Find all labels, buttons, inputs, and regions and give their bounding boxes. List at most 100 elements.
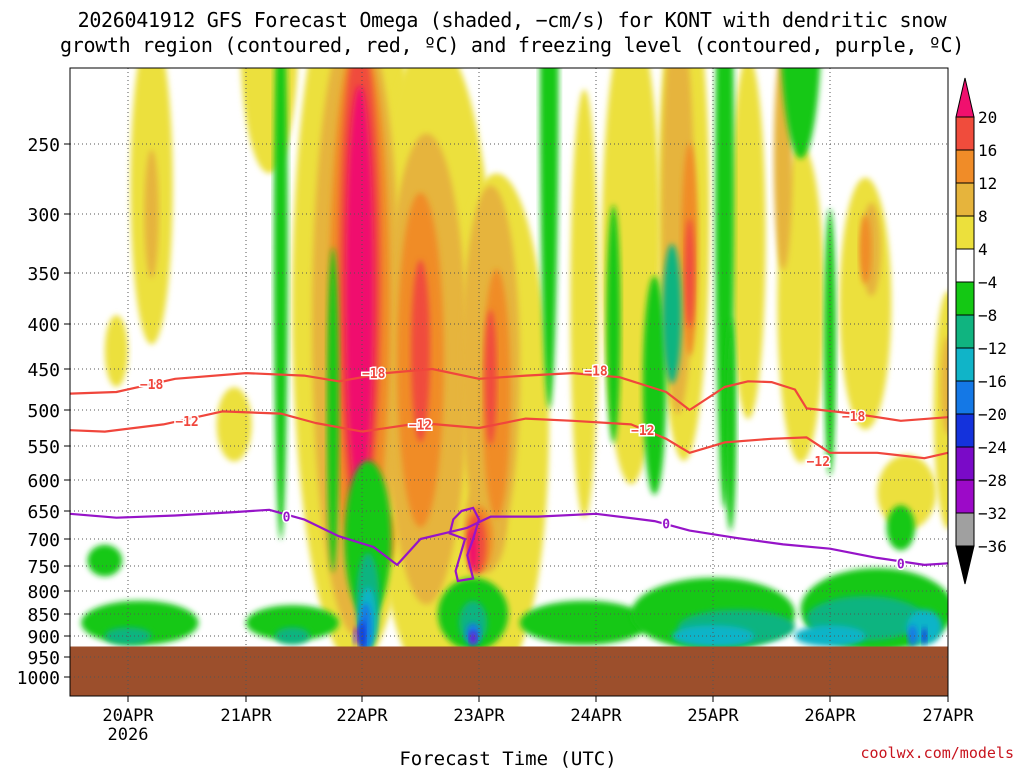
omega-shade-76 (351, 631, 356, 645)
y-tick-label-600: 600 (27, 471, 60, 492)
contour-zero-loop (448, 506, 481, 583)
x-tick-label-26: 26APR (804, 706, 856, 726)
omega-shade-54 (75, 0, 89, 53)
contour-label-minus-12-2: −12 (631, 424, 654, 439)
chart-title-line2: growth region (contoured, red, ºC) and f… (59, 33, 965, 57)
omega-shade-48 (246, 605, 339, 641)
colorbar-swatch-5 (955, 248, 975, 283)
x-tick-label-22: 22APR (336, 706, 388, 726)
colorbar-swatch-7 (955, 314, 975, 349)
colorbar-label-1: 16 (978, 141, 997, 160)
omega-shade-56 (724, 317, 737, 531)
x-tick-sublabel-20: 2026 (108, 725, 149, 745)
plot-frame (69, 67, 949, 697)
y-tick-label-550: 550 (27, 437, 60, 458)
contour-minus-12 (70, 410, 948, 460)
omega-shade-21 (144, 149, 159, 279)
y-tick-label-350: 350 (27, 264, 60, 285)
omega-shade-8 (730, 68, 766, 420)
contour-minus-18 (70, 367, 948, 422)
omega-shade-46 (139, 0, 153, 22)
x-tick-label-20: 20APR (102, 706, 154, 726)
contour-label-minus-18-0: −18 (140, 378, 164, 393)
omega-shade-13 (570, 89, 599, 518)
colorbar-label-11: −28 (978, 471, 1007, 490)
colorbar-bottom-arrow (955, 545, 975, 585)
y-tick-label-500: 500 (27, 401, 60, 422)
omega-shade-58 (662, 243, 682, 384)
y-tick-label-800: 800 (27, 582, 60, 603)
colorbar-label-13: −36 (978, 537, 1007, 556)
y-tick-label-650: 650 (27, 502, 60, 523)
colorbar-label-12: −32 (978, 504, 1007, 523)
omega-shade-45 (886, 505, 915, 551)
omega-shade-4 (104, 315, 128, 387)
omega-shade-38 (273, 68, 288, 540)
x-tick-label-27: 27APR (922, 706, 974, 726)
colorbar-swatch-10 (955, 413, 975, 448)
contour-zero-freezing (70, 508, 948, 566)
omega-shade-43 (781, 68, 821, 159)
omega-shade-32 (411, 259, 430, 443)
colorbar-label-10: −24 (978, 438, 1007, 457)
credit-text: coolwx.com/models (860, 744, 1014, 762)
colorbar-swatch-13 (955, 512, 975, 547)
omega-shade-36 (345, 85, 374, 501)
contour-label-minus-18-2: −18 (584, 365, 608, 380)
x-tick-label-25: 25APR (687, 706, 739, 726)
y-tick-label-850: 850 (27, 605, 60, 626)
omega-shade-57 (87, 544, 123, 577)
colorbar-label-4: 4 (978, 240, 988, 259)
colorbar-label-7: −12 (978, 339, 1007, 358)
y-tick-label-400: 400 (27, 315, 60, 336)
y-tick-label-250: 250 (27, 135, 60, 156)
colorbar-label-6: −8 (978, 306, 997, 325)
colorbar-label-9: −20 (978, 405, 1007, 424)
x-axis-label: Forecast Time (UTC) (399, 748, 616, 768)
colorbar-swatch-2 (955, 149, 975, 184)
colorbar-label-5: −4 (978, 273, 997, 292)
ground-fill (70, 646, 948, 696)
colorbar-swatch-3 (955, 182, 975, 217)
contour-label-minus-18-1: −18 (362, 367, 386, 382)
omega-shade-60 (459, 600, 488, 645)
omega-shade-44 (824, 208, 836, 476)
colorbar-swatch-12 (955, 479, 975, 514)
omega-shade-35 (684, 218, 695, 328)
colorbar-swatch-1 (955, 116, 975, 151)
omega-shade-73 (922, 627, 927, 645)
omega-shade-74 (469, 631, 477, 645)
omega-shade-52 (344, 460, 392, 618)
contour-label-minus-18-3: −18 (842, 410, 866, 425)
colorbar-swatch-8 (955, 347, 975, 382)
colorbar-swatch-4 (955, 215, 975, 250)
colorbar-label-3: 8 (978, 207, 988, 226)
y-tick-label-950: 950 (27, 648, 60, 669)
contour-label-minus-12-1: −12 (409, 418, 432, 433)
contour-label-zero-freezing-1: 0 (662, 517, 670, 532)
omega-shade-55 (642, 276, 667, 495)
colorbar-label-8: −16 (978, 372, 1007, 391)
colorbar-swatch-11 (955, 446, 975, 481)
omega-shade-49 (519, 600, 649, 645)
y-tick-label-900: 900 (27, 627, 60, 648)
x-tick-label-23: 23APR (453, 706, 505, 726)
omega-shade-40 (539, 68, 559, 409)
colorbar-label-0: 20 (978, 108, 997, 127)
y-tick-label-700: 700 (27, 530, 60, 551)
contour-label-zero-freezing-2: 0 (897, 557, 905, 572)
y-tick-label-300: 300 (27, 205, 60, 226)
chart-title-line1: 2026041912 GFS Forecast Omega (shaded, −… (77, 8, 947, 32)
colorbar-label-2: 12 (978, 174, 997, 193)
colorbar-top-arrow (955, 77, 975, 118)
x-tick-label-24: 24APR (570, 706, 622, 726)
colorbar-swatch-6 (955, 281, 975, 316)
colorbar-swatch-9 (955, 380, 975, 415)
omega-shade-30 (859, 214, 872, 284)
contour-label-zero-freezing-0: 0 (283, 511, 291, 526)
omega-shade-39 (327, 247, 339, 573)
omega-shade-64 (275, 627, 310, 645)
omega-shade-5 (240, 68, 298, 174)
omega-shade-41 (606, 204, 621, 444)
contour-label-minus-12-0: −12 (175, 415, 198, 430)
